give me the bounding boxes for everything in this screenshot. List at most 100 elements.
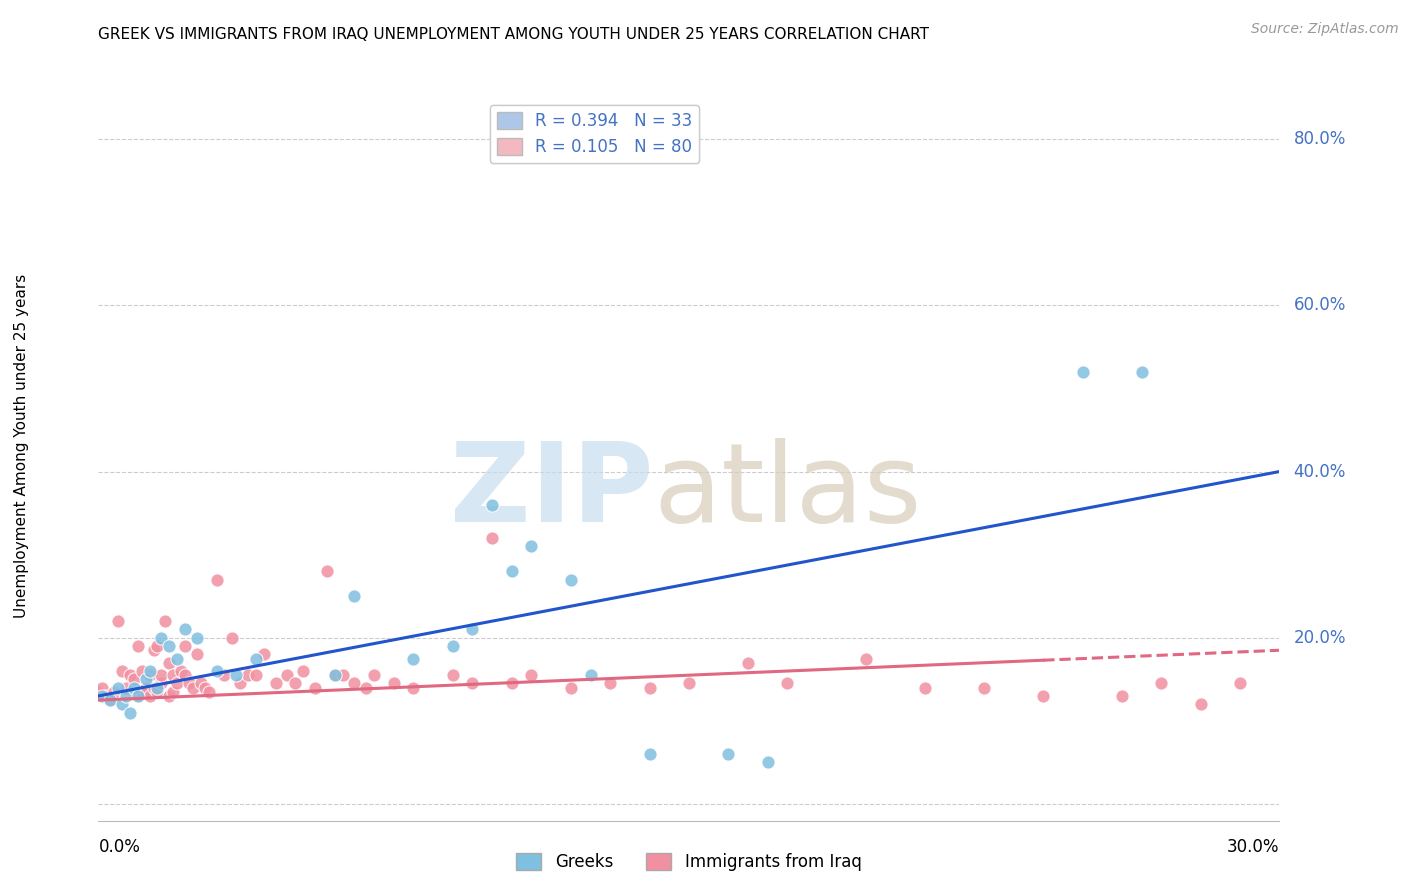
Point: [166, 651, 188, 665]
Text: 60.0%: 60.0%: [1294, 296, 1346, 314]
Point: [973, 681, 995, 695]
Point: [197, 685, 219, 699]
Point: [560, 681, 582, 695]
Point: [501, 564, 523, 578]
Point: [284, 676, 307, 690]
Point: [138, 668, 160, 682]
Point: [914, 681, 936, 695]
Point: [402, 651, 425, 665]
Point: [354, 681, 377, 695]
Point: [87, 685, 110, 699]
Point: [245, 651, 267, 665]
Point: [221, 631, 243, 645]
Point: [146, 681, 169, 695]
Point: [138, 664, 160, 678]
Point: [111, 698, 134, 712]
Point: [142, 643, 165, 657]
Point: [737, 656, 759, 670]
Point: [304, 681, 326, 695]
Point: [122, 681, 145, 695]
Point: [1229, 676, 1251, 690]
Point: [115, 681, 138, 695]
Point: [157, 656, 180, 670]
Point: [776, 676, 799, 690]
Point: [501, 676, 523, 690]
Point: [461, 676, 484, 690]
Point: [214, 668, 236, 682]
Point: [323, 668, 346, 682]
Point: [520, 539, 543, 553]
Point: [91, 681, 114, 695]
Point: [855, 651, 877, 665]
Point: [170, 664, 193, 678]
Point: [150, 676, 173, 690]
Point: [131, 664, 153, 678]
Point: [599, 676, 621, 690]
Point: [107, 614, 129, 628]
Point: [118, 706, 141, 720]
Point: [162, 668, 184, 682]
Point: [96, 689, 118, 703]
Point: [205, 664, 228, 678]
Point: [579, 668, 602, 682]
Point: [162, 685, 184, 699]
Text: 40.0%: 40.0%: [1294, 463, 1346, 481]
Point: [157, 639, 180, 653]
Point: [135, 681, 157, 695]
Text: 80.0%: 80.0%: [1294, 130, 1346, 148]
Point: [98, 693, 121, 707]
Point: [150, 631, 173, 645]
Point: [638, 681, 661, 695]
Point: [638, 747, 661, 761]
Point: [107, 681, 129, 695]
Point: [402, 681, 425, 695]
Point: [146, 685, 169, 699]
Point: [461, 623, 484, 637]
Point: [481, 498, 503, 512]
Point: [177, 676, 200, 690]
Point: [186, 631, 208, 645]
Point: [1071, 365, 1094, 379]
Point: [363, 668, 385, 682]
Point: [481, 531, 503, 545]
Point: [181, 681, 204, 695]
Point: [122, 673, 145, 687]
Point: [225, 668, 247, 682]
Point: [441, 668, 464, 682]
Point: [245, 668, 267, 682]
Point: [186, 648, 208, 662]
Point: [174, 668, 197, 682]
Point: [343, 676, 366, 690]
Point: [323, 668, 346, 682]
Point: [174, 639, 197, 653]
Point: [343, 589, 366, 603]
Point: [174, 623, 197, 637]
Point: [292, 664, 315, 678]
Text: 30.0%: 30.0%: [1227, 838, 1279, 856]
Point: [157, 689, 180, 703]
Point: [1150, 676, 1173, 690]
Point: [127, 689, 149, 703]
Point: [127, 689, 149, 703]
Point: [1130, 365, 1153, 379]
Point: [155, 614, 177, 628]
Point: [276, 668, 298, 682]
Point: [205, 573, 228, 587]
Point: [560, 573, 582, 587]
Point: [520, 668, 543, 682]
Point: [135, 685, 157, 699]
Point: [382, 676, 405, 690]
Legend: R = 0.394   N = 33, R = 0.105   N = 80: R = 0.394 N = 33, R = 0.105 N = 80: [491, 105, 699, 163]
Point: [332, 668, 354, 682]
Point: [1111, 689, 1133, 703]
Text: 0.0%: 0.0%: [98, 838, 141, 856]
Point: [1189, 698, 1212, 712]
Text: Source: ZipAtlas.com: Source: ZipAtlas.com: [1251, 22, 1399, 37]
Text: Unemployment Among Youth under 25 years: Unemployment Among Youth under 25 years: [14, 274, 28, 618]
Point: [142, 681, 165, 695]
Point: [315, 564, 337, 578]
Point: [131, 685, 153, 699]
Point: [441, 639, 464, 653]
Text: atlas: atlas: [654, 438, 922, 545]
Point: [91, 689, 114, 703]
